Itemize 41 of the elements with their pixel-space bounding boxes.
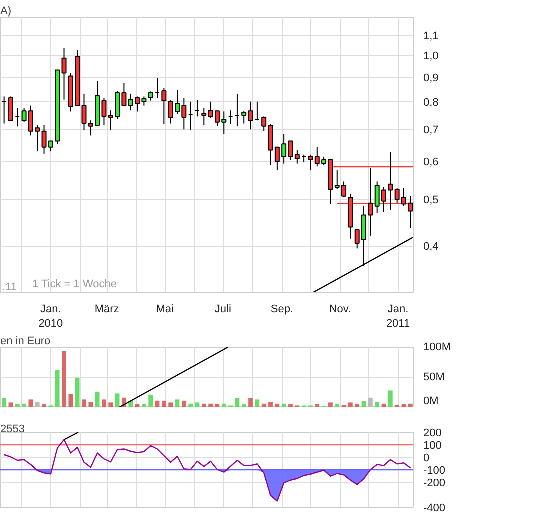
y-tick-label: 0,6 — [424, 156, 439, 169]
candlestick — [262, 116, 267, 132]
annotation: .11 — [2, 282, 17, 294]
x-tick-label: Jan. 2011 — [386, 304, 410, 330]
y-tick-label: -400 — [424, 502, 446, 514]
candlestick — [202, 108, 207, 126]
chart-title: A) — [0, 6, 12, 18]
ref-line-label: 100 — [424, 440, 442, 452]
x-tick-label: Nov. — [329, 304, 352, 316]
y-tick-label: 0,8 — [424, 96, 439, 109]
candlestick — [162, 88, 167, 125]
candlestick — [148, 91, 154, 102]
y-tick-label: 200 — [424, 428, 442, 440]
y-tick-label: 0,9 — [424, 72, 439, 84]
y-tick-label: 1,1 — [424, 30, 439, 43]
annotation: 1 Tick = 1 Woche — [32, 278, 117, 290]
y-tick-label: 50M — [424, 372, 445, 384]
candlestick — [248, 101, 254, 130]
candlestick — [294, 150, 300, 164]
candlestick — [82, 93, 87, 132]
y-tick-label: 0,5 — [424, 194, 439, 207]
x-tick-label: Juli — [214, 304, 232, 316]
line-series — [4, 439, 412, 502]
y-tick-label: 0,4 — [424, 241, 439, 254]
x-tick-label: März — [94, 304, 120, 316]
candlestick — [242, 110, 247, 124]
chart-title: en in Euro — [0, 336, 51, 348]
ref-line-label: -100 — [424, 465, 446, 477]
y-tick-label: -200 — [424, 478, 446, 490]
x-tick-label: Sep. — [270, 304, 294, 316]
y-tick-label: 0 — [424, 452, 430, 464]
candlestick — [308, 154, 314, 172]
x-tick-label: Mai — [156, 304, 174, 316]
x-tick-label: Jan. 2010 — [38, 304, 64, 330]
candlestick — [62, 48, 67, 100]
chart-title: 2553 — [0, 424, 25, 436]
y-tick-label: 1,0 — [424, 50, 439, 62]
candlestick — [8, 96, 14, 122]
y-tick-label: 0,7 — [424, 124, 439, 137]
y-tick-label: 0M — [424, 396, 439, 408]
y-tick-label: 100M — [424, 342, 452, 354]
